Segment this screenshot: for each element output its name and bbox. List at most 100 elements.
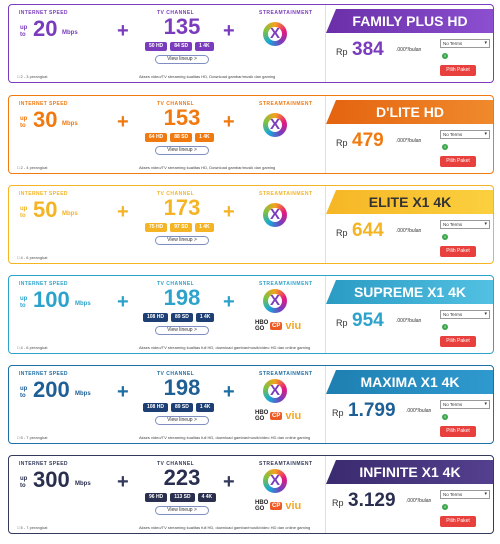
channel-pill: 1 4K bbox=[195, 223, 214, 232]
mbps-label: Mbps bbox=[62, 30, 78, 36]
to-label: to bbox=[20, 32, 26, 38]
plan-name-banner: SUPREME X1 4K bbox=[326, 280, 493, 304]
term-select[interactable]: No Terms ▾ bbox=[440, 490, 490, 499]
price-value: 644 bbox=[352, 220, 384, 241]
internet-speed-label: INTERNET SPEED bbox=[19, 461, 68, 467]
info-icon[interactable]: i bbox=[442, 53, 448, 59]
x-letter: X bbox=[269, 382, 280, 399]
term-select[interactable]: No Terms ▾ bbox=[440, 310, 490, 319]
plan-name-banner: MAXIMA X1 4K bbox=[326, 370, 493, 394]
plan-card: INTERNET SPEED up to 20 Mbps + TV CHANNEL 135 50… bbox=[8, 4, 494, 83]
view-lineup-button[interactable]: View lineup > bbox=[155, 146, 209, 155]
tv-channel-count: 173 bbox=[163, 195, 201, 220]
term-select[interactable]: No Terms ▾ bbox=[440, 39, 490, 48]
access-description: Akses video/TV streaming kualitas full H… bbox=[139, 345, 311, 350]
view-lineup-button[interactable]: View lineup > bbox=[155, 55, 209, 64]
access-description: Akses video/TV streaming kualitas HD, Do… bbox=[139, 74, 276, 79]
plan-card: INTERNET SPEED up to 100 Mbps + TV CHANNEL 198 1… bbox=[8, 275, 494, 354]
choose-plan-button[interactable]: Pilih Paket bbox=[440, 426, 476, 437]
speed-value: 50 bbox=[33, 197, 58, 222]
plan-name-banner: D'LITE HD bbox=[326, 100, 493, 124]
internet-speed-label: INTERNET SPEED bbox=[19, 191, 68, 197]
view-lineup-button[interactable]: View lineup > bbox=[155, 326, 209, 335]
device-count: □ 4 - 6 perangkat bbox=[17, 345, 48, 350]
chevron-down-icon: ▾ bbox=[484, 131, 487, 137]
price-value: 1.799 bbox=[348, 400, 396, 421]
internet-speed-label: INTERNET SPEED bbox=[19, 101, 68, 107]
channel-pill: 84 SD bbox=[170, 42, 193, 51]
internet-speed-label: INTERNET SPEED bbox=[19, 371, 68, 377]
info-icon[interactable]: i bbox=[442, 234, 448, 240]
up-label: up bbox=[20, 386, 28, 392]
plan-features: INTERNET SPEED up to 100 Mbps + TV CHANNEL 198 1… bbox=[9, 276, 325, 353]
access-description: Akses video/TV streaming kualitas full H… bbox=[139, 435, 311, 440]
hbo-go-logo: HBO GO bbox=[255, 500, 269, 512]
plan-features: INTERNET SPEED up to 20 Mbps + TV CHANNEL 135 50… bbox=[9, 5, 325, 82]
streamtainment-x-icon: X bbox=[263, 113, 287, 137]
currency-label: Rp bbox=[332, 408, 344, 418]
device-count: □ 5 - 7 perangkat bbox=[17, 525, 48, 530]
streamtainment-x-icon: X bbox=[263, 469, 287, 493]
term-select[interactable]: No Terms ▾ bbox=[440, 400, 490, 409]
tv-channel-count: 198 bbox=[163, 375, 201, 400]
streamtainment-label: STREAMTAINMENT bbox=[259, 371, 313, 377]
choose-plan-button[interactable]: Pilih Paket bbox=[440, 516, 476, 527]
channel-breakdown: 96 HD 113 SD 4 4K bbox=[145, 493, 217, 502]
term-select-value: No Terms bbox=[443, 312, 463, 317]
up-label: up bbox=[20, 25, 28, 31]
channel-pill: 1 4K bbox=[195, 133, 214, 142]
to-label: to bbox=[20, 303, 26, 309]
device-count: □ 2 - 4 perangkat bbox=[17, 165, 48, 170]
viu-logo: viu bbox=[285, 320, 302, 332]
plus-sign: + bbox=[117, 111, 129, 133]
hbo-go-logo: HBO GO bbox=[255, 410, 269, 422]
choose-plan-button[interactable]: Pilih Paket bbox=[440, 65, 476, 76]
to-label: to bbox=[20, 483, 26, 489]
mbps-label: Mbps bbox=[75, 391, 91, 397]
to-label: to bbox=[20, 393, 26, 399]
info-icon[interactable]: i bbox=[442, 324, 448, 330]
hbo-go-logo: HBO GO bbox=[255, 320, 269, 332]
speed-value: 20 bbox=[33, 16, 58, 41]
term-select[interactable]: No Terms ▾ bbox=[440, 130, 490, 139]
mbps-label: Mbps bbox=[62, 211, 78, 217]
plan-card: INTERNET SPEED up to 50 Mbps + TV CHANNEL 173 75… bbox=[8, 185, 494, 264]
up-label: up bbox=[20, 206, 28, 212]
plan-features: INTERNET SPEED up to 30 Mbps + TV CHANNEL 153 64… bbox=[9, 96, 325, 173]
chevron-down-icon: ▾ bbox=[484, 491, 487, 497]
choose-plan-button[interactable]: Pilih Paket bbox=[440, 246, 476, 257]
term-select[interactable]: No Terms ▾ bbox=[440, 220, 490, 229]
to-label: to bbox=[20, 213, 26, 219]
channel-breakdown: 108 HD 89 SD 1 4K bbox=[143, 403, 215, 412]
streamtainment-x-icon: X bbox=[263, 203, 287, 227]
channel-pill: 108 HD bbox=[143, 403, 168, 412]
view-lineup-button[interactable]: View lineup > bbox=[155, 506, 209, 515]
currency-label: Rp bbox=[336, 47, 348, 57]
price-value: 3.129 bbox=[348, 490, 396, 511]
info-icon[interactable]: i bbox=[442, 144, 448, 150]
streamtainment-x-icon: X bbox=[263, 379, 287, 403]
plan-pricing: MAXIMA X1 4K Rp 1.799 .000*/bulan No Terms ▾ i… bbox=[325, 366, 493, 443]
price-unit: .000*/bulan bbox=[406, 408, 432, 414]
plan-name-banner: ELITE X1 4K bbox=[326, 190, 493, 214]
mbps-label: Mbps bbox=[75, 481, 91, 487]
price-unit: .000*/bulan bbox=[396, 47, 422, 53]
choose-plan-button[interactable]: Pilih Paket bbox=[440, 156, 476, 167]
internet-speed-label: INTERNET SPEED bbox=[19, 10, 68, 16]
channel-breakdown: 50 HD 84 SD 1 4K bbox=[145, 42, 214, 51]
tv-channel-count: 153 bbox=[163, 105, 201, 130]
view-lineup-button[interactable]: View lineup > bbox=[155, 236, 209, 245]
choose-plan-button[interactable]: Pilih Paket bbox=[440, 336, 476, 347]
to-label: to bbox=[20, 123, 26, 129]
info-icon[interactable]: i bbox=[442, 504, 448, 510]
channel-pill: 108 HD bbox=[143, 313, 168, 322]
plan-card: INTERNET SPEED up to 200 Mbps + TV CHANNEL 198 1… bbox=[8, 365, 494, 444]
x-letter: X bbox=[269, 292, 280, 309]
channel-pill: 113 SD bbox=[170, 493, 195, 502]
view-lineup-button[interactable]: View lineup > bbox=[155, 416, 209, 425]
price-unit: .000*/bulan bbox=[396, 138, 422, 144]
info-icon[interactable]: i bbox=[442, 414, 448, 420]
streamtainment-x-icon: X bbox=[263, 22, 287, 46]
access-description: Akses video/TV streaming kualitas full H… bbox=[139, 525, 311, 530]
up-to-label: up to bbox=[20, 296, 30, 310]
